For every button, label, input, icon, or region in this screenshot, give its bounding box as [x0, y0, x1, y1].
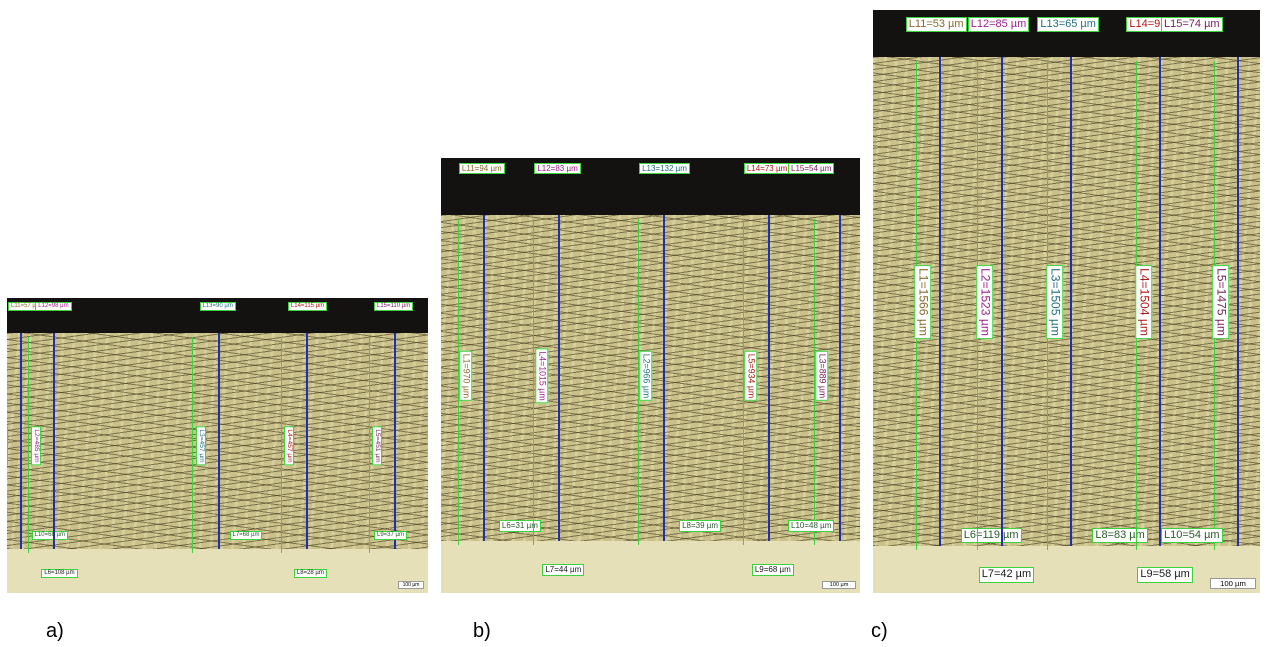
thickness-line — [839, 215, 841, 541]
thickness-line — [218, 333, 220, 548]
scale-bar: 100 µm — [822, 581, 856, 589]
thickness-label: L2=1523 µm — [977, 265, 994, 339]
thickness-label: L3=889 µm — [816, 350, 829, 400]
thickness-label: L3=1505 µm — [1047, 265, 1064, 339]
thickness-line — [1159, 57, 1161, 547]
guide-line — [28, 337, 29, 552]
top-label: L13=90 µm — [200, 302, 236, 311]
top-label: L12=85 µm — [968, 17, 1030, 32]
thickness-label: L1=457 µm — [7, 426, 8, 465]
micrograph: L11=53 µm L1=1566 µm L6=119 µm L12=85 µm L2=… — [873, 10, 1260, 593]
bottom-label: L9=58 µm — [1137, 567, 1192, 582]
figure: L11=57 µmL1=457 µmL10=68 µmL12=98 µmL2=4… — [0, 0, 1266, 647]
thickness-line — [20, 333, 22, 548]
thickness-label: L1=1566 µm — [915, 265, 932, 339]
thickness-label: L4=1015 µm — [535, 348, 548, 403]
panel-caption: c) — [871, 620, 888, 643]
top-label: L15=110 µm — [374, 302, 413, 311]
guide-line — [192, 337, 193, 552]
thickness-label: L2=485 µm — [32, 426, 42, 465]
substrate — [873, 546, 1260, 593]
thickness-line — [558, 215, 560, 541]
guide-line — [458, 219, 459, 545]
thickness-label: L3=457 µm — [196, 426, 206, 465]
scale-bar: 100 µm — [1210, 578, 1256, 589]
top-label: L12=83 µm — [534, 163, 580, 175]
thickness-line — [1237, 57, 1239, 547]
bottom-label: L9=68 µm — [752, 564, 794, 576]
bottom-label: L6=119 µm — [961, 528, 1022, 543]
bottom-label: L7=42 µm — [979, 567, 1034, 582]
thickness-label: L1=970 µm — [460, 350, 473, 400]
top-label: L13=65 µm — [1037, 17, 1099, 32]
top-label: L11=94 µm — [459, 163, 505, 175]
thickness-line — [663, 215, 665, 541]
bottom-label: L9=37 µm — [374, 531, 407, 540]
guide-line — [743, 219, 744, 545]
thickness-line — [1001, 57, 1003, 547]
thickness-label: L4=1504 µm — [1136, 265, 1153, 339]
thickness-line — [53, 333, 55, 548]
panel-caption: b) — [473, 620, 491, 643]
guide-line — [369, 337, 370, 552]
top-label: L14=73 µm — [744, 163, 790, 175]
top-label: L11=53 µm — [906, 17, 967, 32]
thickness-label: L4=457 µm — [284, 426, 294, 465]
guide-line — [281, 337, 282, 552]
top-label: L12=98 µm — [35, 302, 71, 311]
bottom-label: L10=48 µm — [788, 520, 834, 532]
thickness-line — [1070, 57, 1072, 547]
top-label: L13=132 µm — [639, 163, 690, 175]
top-label: L15=54 µm — [788, 163, 834, 175]
scale-bar: 100 µm — [398, 581, 424, 589]
thickness-line — [939, 57, 941, 547]
panel-caption: a) — [46, 620, 64, 643]
substrate — [441, 541, 860, 593]
top-label: L14=115 µm — [288, 302, 327, 311]
thickness-line — [768, 215, 770, 541]
thickness-line — [394, 333, 396, 548]
bottom-label: L8=83 µm — [1092, 528, 1147, 543]
micrograph: L11=94 µm L1=970 µm L6=31 µm L12=83 µm L4=10… — [441, 158, 860, 593]
bottom-label: L7=68 µm — [230, 531, 263, 540]
thickness-label: L5=451 µm — [373, 426, 383, 465]
thickness-label: L5=1475 µm — [1213, 265, 1230, 339]
bottom-label: L8=28 µm — [294, 569, 327, 578]
guide-line — [533, 219, 534, 545]
bottom-label: L7=44 µm — [542, 564, 584, 576]
thickness-line — [306, 333, 308, 548]
bottom-label: L6=31 µm — [499, 520, 541, 532]
thickness-label: L2=966 µm — [640, 350, 653, 400]
bottom-label: L10=68 µm — [32, 531, 68, 540]
top-label: L15=74 µm — [1161, 17, 1223, 32]
thickness-line — [483, 215, 485, 541]
bottom-label: L10=54 µm — [1161, 528, 1223, 543]
bottom-label: L6=108 µm — [41, 569, 77, 578]
thickness-label: L5=934 µm — [745, 350, 758, 400]
bottom-label: L8=39 µm — [679, 520, 721, 532]
